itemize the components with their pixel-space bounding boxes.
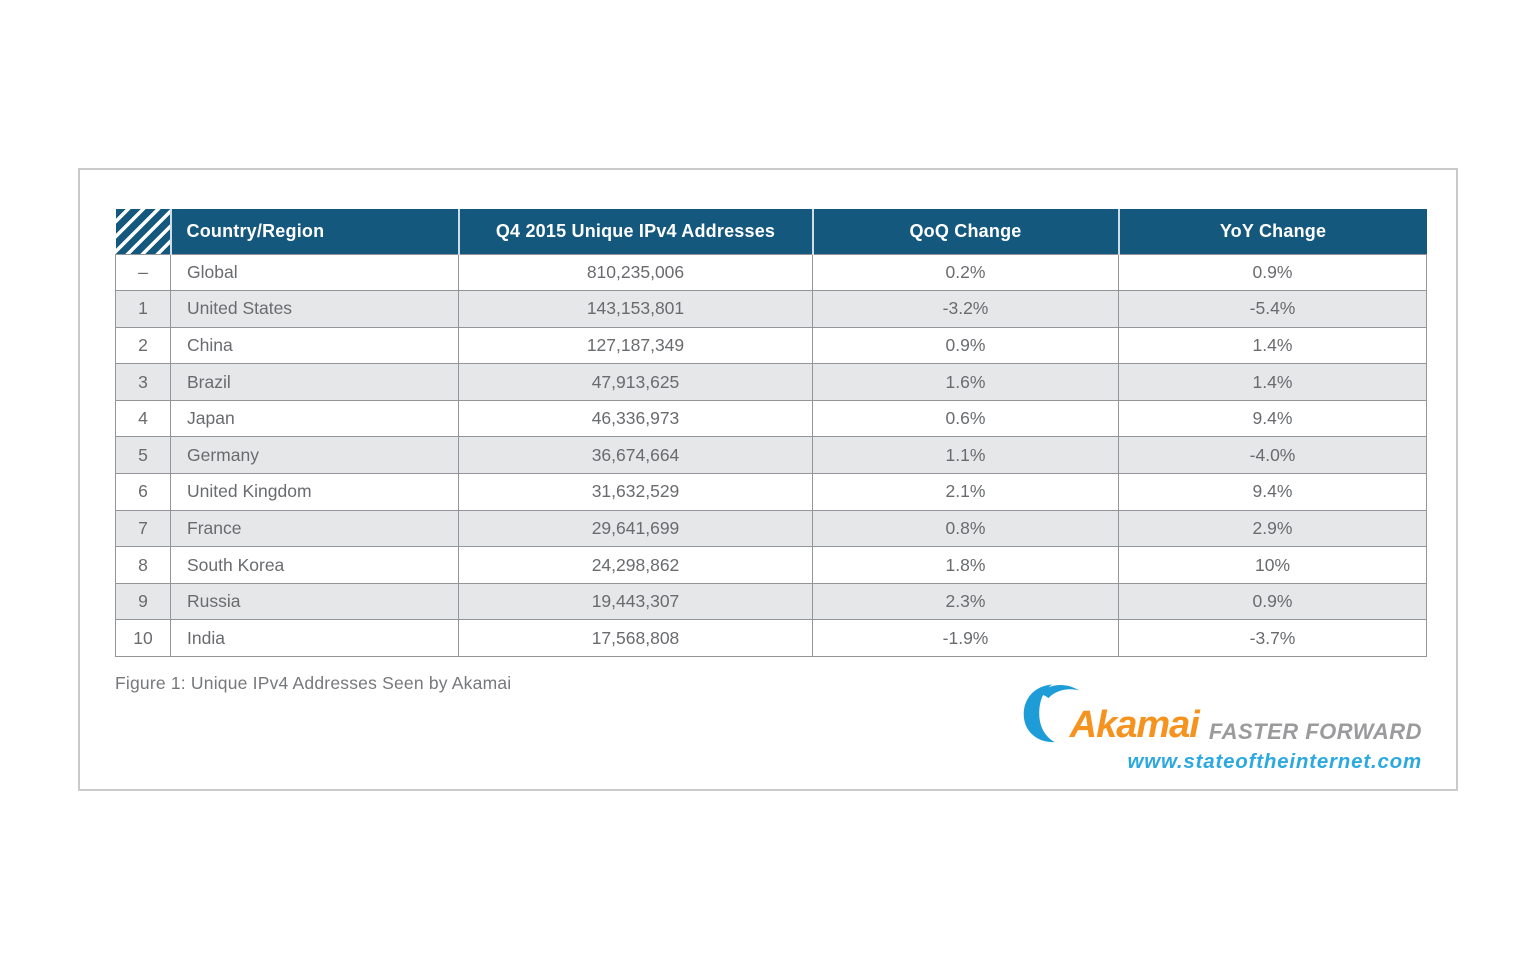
country-cell: South Korea	[170, 546, 459, 584]
qoq-change-cell: 0.8%	[812, 509, 1119, 548]
stateoftheinternet-url[interactable]: www.stateoftheinternet.com	[1127, 750, 1422, 773]
qoq-change-cell: -3.2%	[812, 290, 1119, 328]
country-cell: Brazil	[170, 363, 459, 401]
akamai-wave-icon	[1023, 684, 1080, 743]
addresses-cell: 17,568,808	[458, 619, 813, 658]
akamai-logo: Akamai FASTER FORWARD www.stateoftheinte…	[1018, 682, 1422, 774]
rank-cell: –	[115, 253, 171, 292]
addresses-cell: 31,632,529	[458, 473, 813, 511]
table-row: 7 France 29,641,699 0.8% 2.9%	[115, 509, 1427, 548]
qoq-change-cell: 1.8%	[812, 546, 1119, 584]
rank-cell: 7	[115, 509, 171, 548]
qoq-change-cell: -1.9%	[812, 619, 1119, 658]
yoy-change-cell: -4.0%	[1118, 436, 1427, 475]
table-corner-hatch	[115, 209, 171, 254]
addresses-cell: 143,153,801	[458, 290, 813, 328]
faster-forward-tagline: FASTER FORWARD	[1208, 718, 1422, 744]
yoy-change-cell: 9.4%	[1118, 399, 1427, 438]
table-header-row: Country/Region Q4 2015 Unique IPv4 Addre…	[115, 209, 1427, 254]
column-header-yoy: YoY Change	[1117, 209, 1427, 254]
country-cell: United States	[170, 290, 459, 328]
country-cell: Global	[170, 253, 459, 292]
table-row: 9 Russia 19,443,307 2.3% 0.9%	[115, 582, 1427, 621]
ipv4-addresses-table: Country/Region Q4 2015 Unique IPv4 Addre…	[115, 209, 1427, 658]
addresses-cell: 127,187,349	[458, 326, 813, 365]
addresses-cell: 46,336,973	[458, 399, 813, 438]
qoq-change-cell: 0.2%	[812, 253, 1119, 292]
yoy-change-cell: -5.4%	[1118, 290, 1427, 328]
table-row: 4 Japan 46,336,973 0.6% 9.4%	[115, 399, 1427, 438]
addresses-cell: 19,443,307	[458, 582, 813, 621]
country-cell: China	[170, 326, 459, 365]
yoy-change-cell: 0.9%	[1118, 253, 1427, 292]
rank-cell: 2	[115, 326, 171, 365]
country-cell: India	[170, 619, 459, 658]
table-row: 3 Brazil 47,913,625 1.6% 1.4%	[115, 363, 1427, 401]
yoy-change-cell: -3.7%	[1118, 619, 1427, 658]
qoq-change-cell: 2.1%	[812, 473, 1119, 511]
rank-cell: 6	[115, 473, 171, 511]
column-header-country: Country/Region	[169, 209, 459, 254]
qoq-change-cell: 0.9%	[812, 326, 1119, 365]
rank-cell: 4	[115, 399, 171, 438]
addresses-cell: 810,235,006	[458, 253, 813, 292]
addresses-cell: 29,641,699	[458, 509, 813, 548]
country-cell: United Kingdom	[170, 473, 459, 511]
table-row: 10 India 17,568,808 -1.9% -3.7%	[115, 619, 1427, 658]
qoq-change-cell: 1.1%	[812, 436, 1119, 475]
table-row: – Global 810,235,006 0.2% 0.9%	[115, 253, 1427, 292]
yoy-change-cell: 9.4%	[1118, 473, 1427, 511]
table-row: 1 United States 143,153,801 -3.2% -5.4%	[115, 290, 1427, 328]
yoy-change-cell: 2.9%	[1118, 509, 1427, 548]
akamai-brand-text: Akamai	[1069, 704, 1200, 746]
table-row: 8 South Korea 24,298,862 1.8% 10%	[115, 546, 1427, 584]
addresses-cell: 47,913,625	[458, 363, 813, 401]
rank-cell: 5	[115, 436, 171, 475]
rank-cell: 10	[115, 619, 171, 658]
country-cell: Russia	[170, 582, 459, 621]
qoq-change-cell: 2.3%	[812, 582, 1119, 621]
addresses-cell: 36,674,664	[458, 436, 813, 475]
column-header-qoq: QoQ Change	[811, 209, 1119, 254]
country-cell: Germany	[170, 436, 459, 475]
qoq-change-cell: 0.6%	[812, 399, 1119, 438]
table-row: 5 Germany 36,674,664 1.1% -4.0%	[115, 436, 1427, 475]
yoy-change-cell: 1.4%	[1118, 363, 1427, 401]
rank-cell: 8	[115, 546, 171, 584]
table-row: 6 United Kingdom 31,632,529 2.1% 9.4%	[115, 473, 1427, 511]
figure-caption: Figure 1: Unique IPv4 Addresses Seen by …	[115, 673, 512, 693]
rank-cell: 9	[115, 582, 171, 621]
yoy-change-cell: 0.9%	[1118, 582, 1427, 621]
country-cell: Japan	[170, 399, 459, 438]
country-cell: France	[170, 509, 459, 548]
addresses-cell: 24,298,862	[458, 546, 813, 584]
qoq-change-cell: 1.6%	[812, 363, 1119, 401]
rank-cell: 1	[115, 290, 171, 328]
table-row: 2 China 127,187,349 0.9% 1.4%	[115, 326, 1427, 365]
table-body: – Global 810,235,006 0.2% 0.9% 1 United …	[115, 253, 1427, 658]
figure-panel: Country/Region Q4 2015 Unique IPv4 Addre…	[78, 168, 1458, 791]
rank-cell: 3	[115, 363, 171, 401]
yoy-change-cell: 10%	[1118, 546, 1427, 584]
column-header-addresses: Q4 2015 Unique IPv4 Addresses	[457, 209, 813, 254]
yoy-change-cell: 1.4%	[1118, 326, 1427, 365]
